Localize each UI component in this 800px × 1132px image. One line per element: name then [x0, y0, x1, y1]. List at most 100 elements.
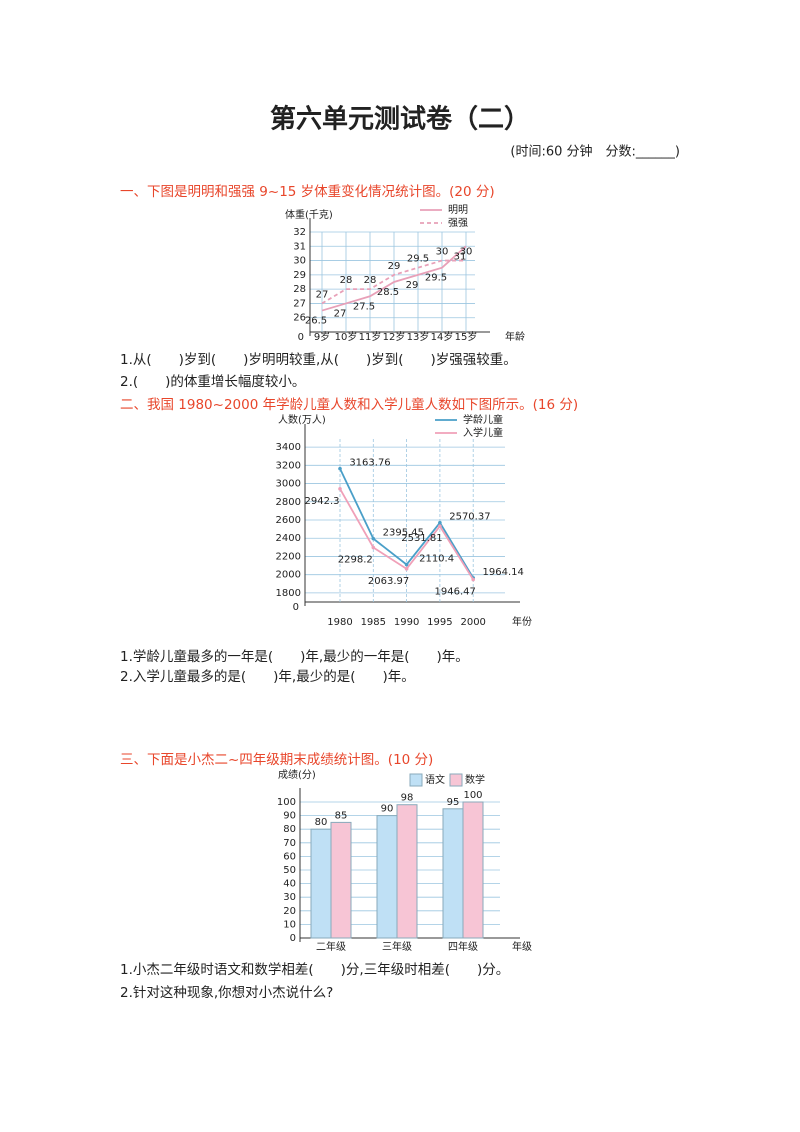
legend-label: 学龄儿童 [463, 413, 503, 426]
value-label: 29 [406, 280, 419, 291]
y-tick-label: 31 [293, 241, 306, 252]
bar [396, 804, 418, 939]
y-tick-label: 1800 [276, 588, 301, 599]
y-tick-label: 80 [283, 824, 296, 835]
legend-swatch [409, 773, 423, 787]
value-label: 27 [316, 289, 329, 300]
x-tick-label: 13岁 [407, 330, 430, 343]
value-label: 28 [364, 275, 377, 286]
x-axis-label: 年份 [512, 615, 532, 628]
value-label: 2395.45 [383, 528, 424, 539]
y-tick-label: 2800 [276, 497, 301, 508]
y-tick-label: 2200 [276, 551, 301, 562]
y-tick-label: 28 [293, 284, 306, 295]
y-tick-label: 2400 [276, 533, 301, 544]
origin-label: 0 [298, 332, 304, 343]
value-label: 29.5 [407, 254, 429, 265]
y-tick-label: 29 [293, 270, 306, 281]
x-tick-label: 9岁 [314, 330, 330, 343]
section-heading: 一、下图是明明和强强 9~15 岁体重变化情况统计图。(20 分) [120, 184, 495, 200]
x-axis-label: 年龄 [505, 330, 525, 343]
y-tick-label: 10 [283, 919, 296, 930]
section-heading: 三、下面是小杰二~四年级期末成绩统计图。(10 分) [120, 752, 433, 768]
value-label: 2942.3 [305, 496, 340, 507]
legend-label: 语文 [425, 773, 445, 786]
y-tick-label: 100 [277, 797, 296, 808]
x-tick-label: 三年级 [382, 940, 412, 953]
bar [310, 828, 332, 939]
value-label: 30 [436, 247, 449, 258]
y-tick-label: 30 [293, 256, 306, 267]
x-tick-label: 1985 [361, 617, 386, 628]
point [371, 536, 376, 541]
question: 1.学龄儿童最多的一年是( )年,最少的一年是( )年。 [120, 648, 469, 665]
x-tick-label: 11岁 [359, 330, 382, 343]
y-tick-label: 0 [290, 933, 296, 944]
point [404, 567, 409, 571]
value-label: 29 [388, 261, 401, 272]
y-tick-label: 2000 [276, 570, 301, 581]
y-tick-label: 27 [293, 298, 306, 309]
value-label: 2298.2 [338, 554, 373, 565]
line [321, 245, 467, 312]
y-tick-label: 20 [283, 906, 296, 917]
value-label: 98 [401, 793, 414, 804]
y-tick-label: 2600 [276, 515, 301, 526]
value-label: 90 [381, 804, 394, 815]
y-tick-label: 3400 [276, 442, 301, 453]
value-label: 2110.4 [419, 554, 454, 565]
x-tick-label: 10岁 [335, 330, 358, 343]
origin-label: 0 [293, 602, 299, 613]
question: 2.( )的体重增长幅度较小。 [120, 374, 305, 390]
value-label: 29.5 [425, 273, 447, 284]
y-tick-label: 40 [283, 879, 296, 890]
x-tick-label: 1980 [327, 617, 352, 628]
x-tick-label: 1990 [394, 617, 419, 628]
y-axis-label: 成绩(分) [278, 768, 316, 781]
exam-info: (时间:60 分钟 分数:______) [510, 144, 680, 160]
y-axis-label: 人数(万人) [278, 413, 326, 426]
question: 2.入学儿童最多的是( )年,最少的是( )年。 [120, 668, 415, 685]
legend-label: 强强 [448, 217, 468, 229]
bar [442, 808, 464, 939]
y-tick-label: 3000 [276, 479, 301, 490]
point [371, 545, 376, 550]
x-tick-label: 14岁 [431, 330, 454, 343]
question: 2.针对这种现象,你想对小杰说什么? [120, 984, 333, 1001]
legend-label: 明明 [448, 204, 468, 216]
value-label: 2531.81 [401, 533, 442, 544]
legend-swatch [449, 773, 463, 787]
value-label: 1964.14 [483, 567, 524, 578]
x-axis-label: 年级 [512, 940, 532, 953]
question: 1.小杰二年级时语文和数学相差( )分,三年级时相差( )分。 [120, 962, 509, 978]
value-label: 30 [460, 247, 473, 258]
y-tick-label: 60 [283, 851, 296, 862]
y-tick-label: 30 [283, 892, 296, 903]
line [321, 259, 466, 305]
bar [376, 815, 398, 939]
value-label: 27 [334, 308, 347, 319]
point [471, 577, 476, 582]
value-label: 28.5 [377, 287, 399, 298]
y-tick-label: 70 [283, 838, 296, 849]
value-label: 2063.97 [368, 576, 409, 587]
value-label: 1946.47 [435, 587, 476, 598]
point [438, 520, 442, 525]
y-tick-label: 50 [283, 865, 296, 876]
y-tick-label: 90 [283, 811, 296, 822]
title: 第六单元测试卷（二） [270, 104, 530, 135]
question: 1.从( )岁到( )岁明明较重,从( )岁到( )岁强强较重。 [120, 352, 517, 368]
value-label: 27.5 [353, 301, 375, 312]
point [338, 487, 342, 491]
value-label: 31 [454, 251, 467, 262]
value-label: 26.5 [305, 316, 327, 327]
bar [330, 821, 352, 939]
value-label: 95 [447, 797, 460, 808]
y-tick-label: 26 [293, 313, 306, 324]
value-label: 85 [335, 810, 348, 821]
point [438, 524, 442, 529]
bar [462, 801, 484, 939]
y-tick-label: 3200 [276, 460, 301, 471]
value-label: 100 [463, 790, 482, 801]
